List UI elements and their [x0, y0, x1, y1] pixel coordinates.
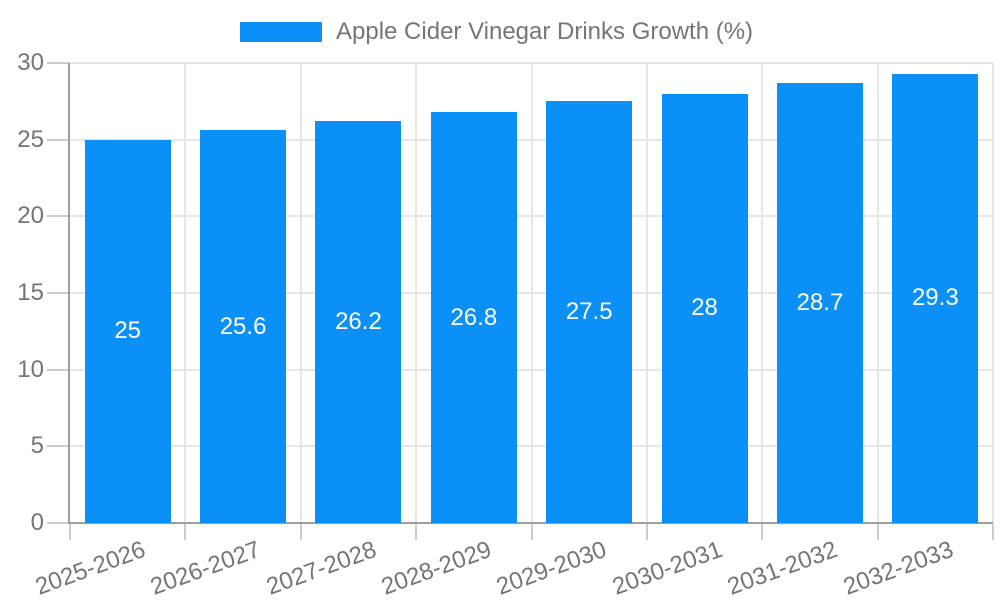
x-axis-line: [68, 522, 993, 524]
y-tick: [47, 215, 70, 218]
x-tick-label: 2026-2027: [147, 536, 265, 600]
x-gridline: [761, 63, 764, 523]
x-gridline: [299, 63, 302, 523]
x-tick: [415, 524, 418, 540]
y-tick-label: 30: [17, 49, 44, 76]
y-tick: [47, 292, 70, 294]
bar-value-label: 25: [114, 317, 142, 345]
x-gridline: [876, 63, 879, 523]
x-tick-label: 2028-2029: [377, 536, 496, 600]
x-gridline: [530, 63, 533, 523]
bar-value-label: 28.7: [796, 288, 844, 316]
y-tick: [47, 522, 70, 524]
y-tick-label: 5: [30, 432, 44, 460]
x-gridline: [415, 63, 418, 523]
bar: [315, 121, 402, 523]
y-tick: [47, 368, 70, 371]
x-gridline: [645, 63, 648, 523]
bar: [776, 82, 863, 523]
y-tick-label: 10: [17, 355, 44, 383]
x-tick-label: 2031-2032: [724, 536, 842, 600]
x-tick-label: 2030-2031: [608, 536, 726, 600]
x-tick-label: 2029-2030: [493, 536, 611, 600]
x-tick: [184, 524, 187, 540]
bar: [546, 101, 633, 523]
bar-value-label: 26.2: [335, 308, 382, 336]
bar: [661, 93, 748, 523]
bar-value-label: 28: [691, 294, 718, 322]
x-tick: [69, 524, 71, 540]
bar: [84, 139, 171, 523]
x-tick: [761, 524, 764, 540]
x-tick: [645, 524, 648, 540]
x-tick: [876, 524, 879, 540]
bar: [430, 112, 517, 523]
x-tick: [530, 524, 533, 540]
bar: [892, 73, 979, 523]
bar-value-label: 29.3: [911, 284, 959, 312]
x-gridline: [992, 63, 994, 523]
y-tick-label: 25: [17, 125, 44, 153]
bar-value-label: 26.8: [450, 303, 498, 331]
bar: [200, 130, 287, 523]
x-tick-label: 2027-2028: [262, 536, 380, 600]
y-axis-line: [68, 63, 70, 524]
x-tick: [992, 524, 994, 540]
bar-value-label: 25.6: [219, 312, 267, 340]
legend-label: Apple Cider Vinegar Drinks Growth (%): [336, 18, 754, 45]
x-tick-label: 2025-2026: [31, 536, 149, 600]
bar-value-label: 27.5: [565, 298, 613, 326]
y-tick-label: 20: [17, 202, 44, 230]
y-tick: [47, 445, 70, 448]
y-tick-label: 15: [17, 279, 44, 306]
x-tick-label: 2032-2033: [839, 536, 957, 600]
y-tick: [47, 62, 70, 64]
x-tick: [299, 524, 302, 540]
x-gridline: [184, 63, 187, 523]
legend-swatch: [240, 22, 322, 42]
y-tick-label: 0: [30, 509, 44, 536]
y-tick: [47, 138, 70, 141]
